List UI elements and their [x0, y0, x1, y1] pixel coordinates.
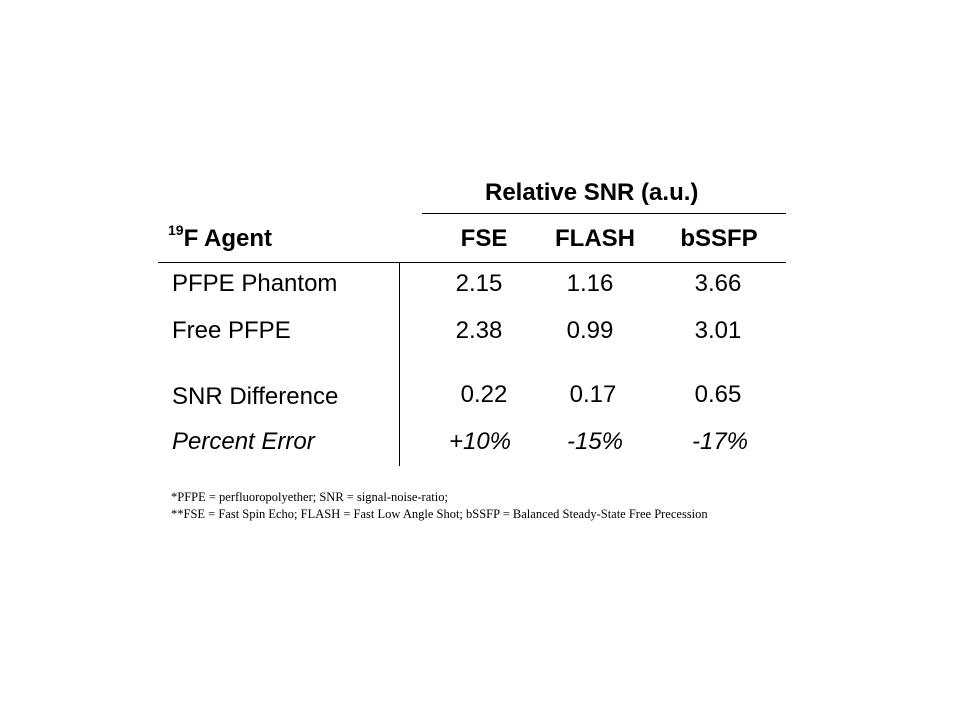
label-column-divider	[399, 262, 400, 466]
agent-header-label: F Agent	[183, 225, 273, 252]
relative-snr-header: Relative SNR (a.u.)	[485, 179, 699, 206]
row-label-free-pfpe: Free PFPE	[172, 317, 291, 344]
cell-pfpe-phantom-bssfp: 3.66	[694, 270, 742, 297]
cell-percent-error-fse: +10%	[448, 428, 512, 455]
header-underline	[422, 213, 786, 214]
cell-pfpe-phantom-fse: 2.15	[455, 270, 503, 297]
cell-snr-difference-fse: 0.22	[460, 381, 508, 408]
column-header-bssfp: bSSFP	[680, 225, 758, 252]
row-label-snr-difference: SNR Difference	[172, 383, 339, 410]
cell-percent-error-bssfp: -17%	[691, 428, 749, 455]
footnote-abbreviations: *PFPE = perfluoropolyether; SNR = signal…	[171, 490, 448, 504]
row-label-pfpe-phantom: PFPE Phantom	[172, 270, 338, 297]
cell-snr-difference-bssfp: 0.65	[694, 381, 742, 408]
cell-pfpe-phantom-flash: 1.16	[566, 270, 614, 297]
cell-free-pfpe-bssfp: 3.01	[694, 317, 742, 344]
header-bottom-rule	[158, 262, 786, 263]
cell-snr-difference-flash: 0.17	[569, 381, 617, 408]
agent-column-header: 19F Agent	[168, 222, 273, 253]
column-header-fse: FSE	[460, 225, 508, 252]
cell-free-pfpe-flash: 0.99	[566, 317, 614, 344]
cell-free-pfpe-fse: 2.38	[455, 317, 503, 344]
row-label-percent-error: Percent Error	[172, 428, 315, 455]
footnote-sequences: **FSE = Fast Spin Echo; FLASH = Fast Low…	[171, 507, 708, 521]
cell-percent-error-flash: -15%	[566, 428, 624, 455]
agent-header-superscript: 19	[168, 222, 184, 238]
column-header-flash: FLASH	[555, 225, 635, 252]
